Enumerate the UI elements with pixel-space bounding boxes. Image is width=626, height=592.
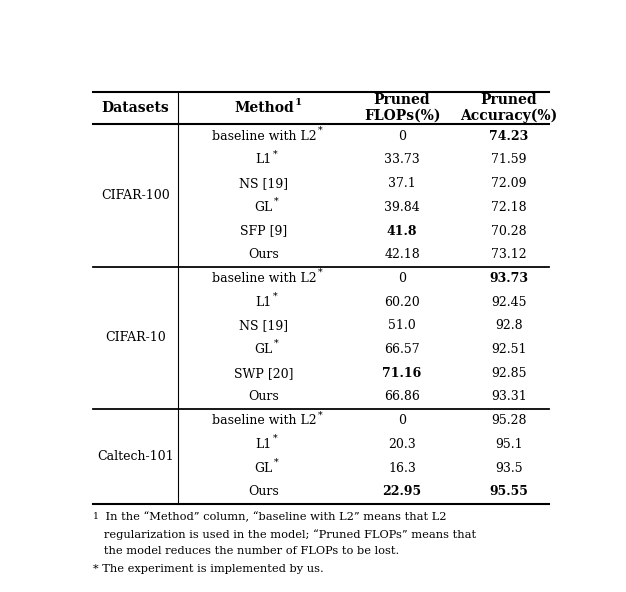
Text: 92.8: 92.8 — [495, 319, 523, 332]
Text: 95.1: 95.1 — [495, 438, 523, 451]
Text: *: * — [317, 126, 322, 135]
Text: 16.3: 16.3 — [388, 462, 416, 475]
Text: *: * — [274, 150, 278, 159]
Text: 20.3: 20.3 — [388, 438, 416, 451]
Text: 71.59: 71.59 — [491, 153, 526, 166]
Text: Accuracy(%): Accuracy(%) — [460, 109, 557, 123]
Text: the model reduces the number of FLOPs to be lost.: the model reduces the number of FLOPs to… — [93, 546, 399, 556]
Text: 42.18: 42.18 — [384, 248, 420, 261]
Text: Datasets: Datasets — [101, 101, 169, 115]
Text: 92.85: 92.85 — [491, 367, 526, 379]
Text: 33.73: 33.73 — [384, 153, 420, 166]
Text: 93.31: 93.31 — [491, 391, 526, 404]
Text: 73.12: 73.12 — [491, 248, 526, 261]
Text: *: * — [274, 434, 278, 443]
Text: GL: GL — [255, 201, 273, 214]
Text: 71.16: 71.16 — [382, 367, 422, 379]
Text: 93.5: 93.5 — [495, 462, 523, 475]
Text: 39.84: 39.84 — [384, 201, 420, 214]
Text: Ours: Ours — [249, 391, 279, 404]
Text: baseline with L2: baseline with L2 — [212, 414, 316, 427]
Text: 1: 1 — [295, 98, 302, 107]
Text: NS [19]: NS [19] — [239, 177, 289, 190]
Text: 1: 1 — [93, 512, 99, 521]
Text: L1: L1 — [255, 153, 272, 166]
Text: 22.95: 22.95 — [382, 485, 422, 498]
Text: baseline with L2: baseline with L2 — [212, 272, 316, 285]
Text: 92.45: 92.45 — [491, 295, 526, 308]
Text: Pruned: Pruned — [374, 93, 431, 107]
Text: 74.23: 74.23 — [489, 130, 528, 143]
Text: *: * — [317, 410, 322, 419]
Text: FLOPs(%): FLOPs(%) — [364, 109, 440, 123]
Text: GL: GL — [255, 462, 273, 475]
Text: 66.86: 66.86 — [384, 391, 420, 404]
Text: *: * — [274, 339, 279, 348]
Text: 72.09: 72.09 — [491, 177, 526, 190]
Text: Method: Method — [234, 101, 294, 115]
Text: *: * — [274, 458, 279, 466]
Text: GL: GL — [255, 343, 273, 356]
Text: *: * — [274, 197, 279, 206]
Text: *: * — [317, 268, 322, 277]
Text: In the “Method” column, “baseline with L2” means that L2: In the “Method” column, “baseline with L… — [101, 512, 446, 522]
Text: 95.55: 95.55 — [490, 485, 528, 498]
Text: 72.18: 72.18 — [491, 201, 526, 214]
Text: 0: 0 — [398, 130, 406, 143]
Text: 0: 0 — [398, 272, 406, 285]
Text: NS [19]: NS [19] — [239, 319, 289, 332]
Text: Caltech-101: Caltech-101 — [97, 450, 173, 463]
Text: * The experiment is implemented by us.: * The experiment is implemented by us. — [93, 564, 324, 574]
Text: regularization is used in the model; “Pruned FLOPs” means that: regularization is used in the model; “Pr… — [93, 529, 476, 540]
Text: 41.8: 41.8 — [387, 224, 418, 237]
Text: 37.1: 37.1 — [388, 177, 416, 190]
Text: Ours: Ours — [249, 248, 279, 261]
Text: 70.28: 70.28 — [491, 224, 526, 237]
Text: CIFAR-10: CIFAR-10 — [105, 331, 166, 344]
Text: 93.73: 93.73 — [490, 272, 528, 285]
Text: *: * — [274, 292, 278, 301]
Text: Pruned: Pruned — [481, 93, 537, 107]
Text: 95.28: 95.28 — [491, 414, 526, 427]
Text: 0: 0 — [398, 414, 406, 427]
Text: L1: L1 — [255, 295, 272, 308]
Text: CIFAR-100: CIFAR-100 — [101, 189, 170, 202]
Text: 51.0: 51.0 — [388, 319, 416, 332]
Text: L1: L1 — [255, 438, 272, 451]
Text: Ours: Ours — [249, 485, 279, 498]
Text: 66.57: 66.57 — [384, 343, 420, 356]
Text: SFP [9]: SFP [9] — [240, 224, 287, 237]
Text: baseline with L2: baseline with L2 — [212, 130, 316, 143]
Text: 92.51: 92.51 — [491, 343, 526, 356]
Text: SWP [20]: SWP [20] — [234, 367, 294, 379]
Text: 60.20: 60.20 — [384, 295, 420, 308]
